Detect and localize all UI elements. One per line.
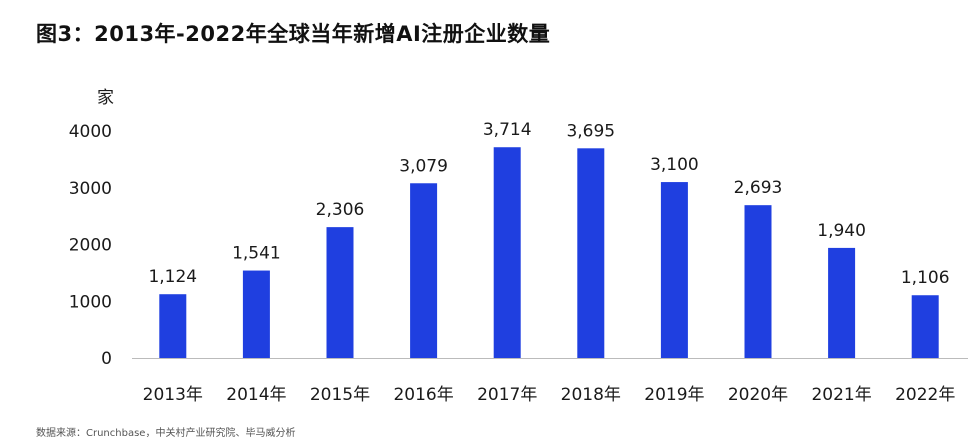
data-label-2015年: 2,306 xyxy=(316,200,365,220)
data-label-2022年: 1,106 xyxy=(901,268,950,288)
x-tick-label-3: 2016年 xyxy=(393,385,453,405)
x-tick-label-8: 2021年 xyxy=(811,385,871,405)
bar-2014年 xyxy=(242,270,270,358)
data-label-2016年: 3,079 xyxy=(399,156,448,176)
chart-title: 图3：2013年-2022年全球当年新增AI注册企业数量 xyxy=(36,22,551,46)
x-tick-label-2: 2015年 xyxy=(310,385,370,405)
bar-2017年 xyxy=(493,147,521,358)
y-tick-label-4: 4000 xyxy=(69,122,112,142)
x-tick-label-6: 2019年 xyxy=(644,385,704,405)
y-axis-unit-label: 家 xyxy=(97,88,114,108)
data-label-2018年: 3,695 xyxy=(566,121,615,141)
y-tick-label-1: 1000 xyxy=(69,292,112,312)
bar-2013年 xyxy=(159,294,187,358)
y-tick-label-0: 0 xyxy=(101,349,112,369)
data-label-2021年: 1,940 xyxy=(817,221,866,241)
bars xyxy=(159,147,939,358)
y-tick-label-3: 3000 xyxy=(69,179,112,199)
data-label-2020年: 2,693 xyxy=(734,178,783,198)
bar-2022年 xyxy=(911,295,939,358)
bar-2015年 xyxy=(326,227,354,358)
bar-2019年 xyxy=(660,182,688,358)
x-tick-label-5: 2018年 xyxy=(561,385,621,405)
y-axis-ticks: 0 1000 2000 3000 4000 xyxy=(69,122,112,369)
data-label-2017年: 3,714 xyxy=(483,120,532,140)
x-tick-label-7: 2020年 xyxy=(728,385,788,405)
y-tick-label-2: 2000 xyxy=(69,236,112,256)
data-label-2014年: 1,541 xyxy=(232,244,281,264)
bar-2016年 xyxy=(410,183,438,358)
x-tick-label-0: 2013年 xyxy=(143,385,203,405)
bar-2018年 xyxy=(577,148,605,358)
x-axis-ticks: 2013年 2014年 2015年 2016年 2017年 2018年 2019年 2020年… xyxy=(143,385,956,405)
x-tick-label-9: 2022年 xyxy=(895,385,955,405)
data-labels: 1,124 1,541 2,306 3,079 3,714 3,695 3,100 2,693… xyxy=(148,120,949,288)
source-note: 数据来源：Crunchbase，中关村产业研究院、毕马威分析 xyxy=(36,428,296,439)
bar-2020年 xyxy=(744,205,772,358)
bar-2021年 xyxy=(828,247,856,358)
x-tick-label-1: 2014年 xyxy=(226,385,286,405)
x-tick-label-4: 2017年 xyxy=(477,385,537,405)
data-label-2013年: 1,124 xyxy=(148,267,197,287)
data-label-2019年: 3,100 xyxy=(650,155,699,175)
